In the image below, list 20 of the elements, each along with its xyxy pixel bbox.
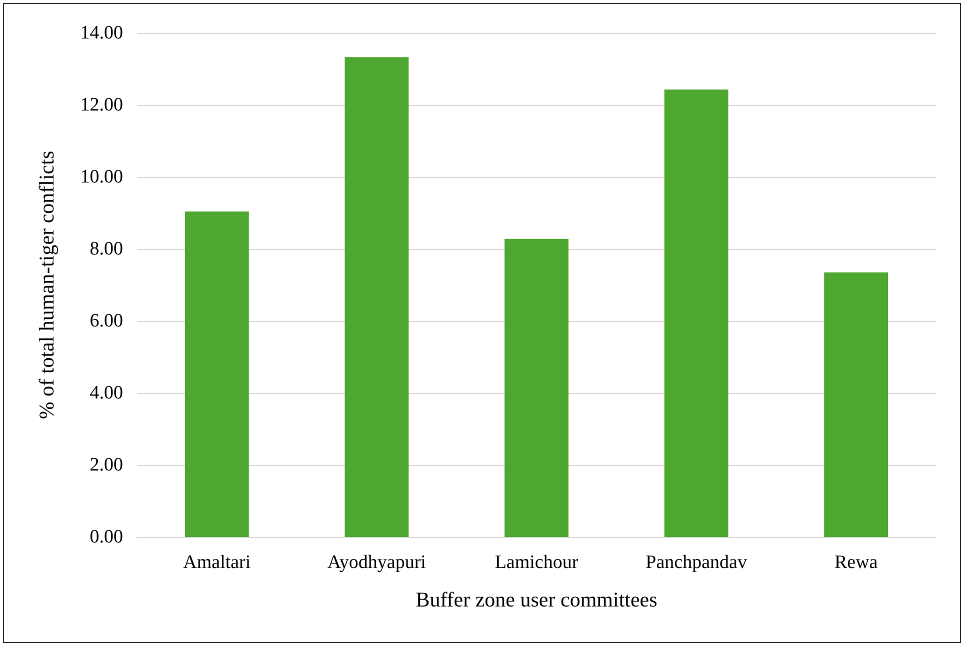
bar [184,212,249,537]
y-tick-label: 2.00 [90,454,123,476]
x-tick-label: Rewa [834,552,878,573]
bar [824,272,888,537]
y-axis-title: % of total human-tiger conflicts [34,150,58,420]
y-tick-label: 4.00 [90,382,123,404]
bar [504,238,568,537]
bar [664,90,728,537]
y-tick-label: 12.00 [80,94,123,116]
x-axis-title: Buffer zone user committees [416,588,658,612]
x-tick-label: Ayodhyapuri [327,552,426,573]
y-tick-label: 0.00 [90,526,123,548]
x-tick-label: Lamichour [494,552,579,573]
bar [344,57,409,537]
x-tick-label: Panchpandav [646,552,748,573]
y-tick-label: 8.00 [90,238,123,260]
y-tick-label: 10.00 [80,166,123,188]
y-tick-label: 14.00 [80,22,123,44]
y-tick-label: 6.00 [90,310,123,332]
x-tick-label: Amaltari [183,552,251,573]
